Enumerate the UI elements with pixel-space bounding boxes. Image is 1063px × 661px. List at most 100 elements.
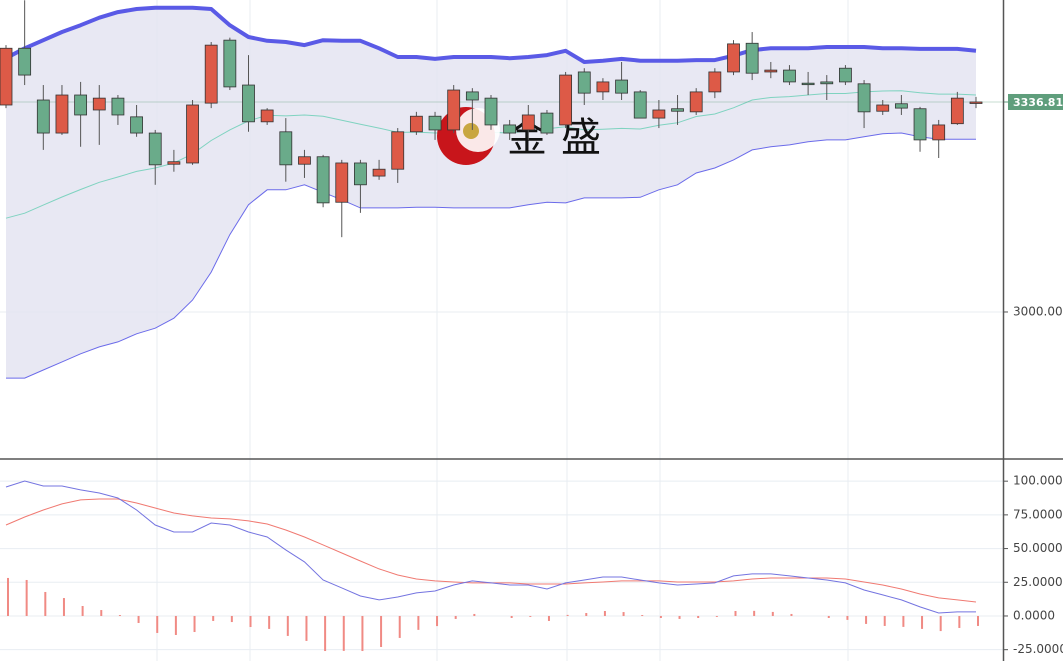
histogram-bar — [641, 615, 644, 616]
candle-body — [764, 69, 778, 73]
macd-line — [5, 480, 976, 614]
candle-body — [447, 89, 461, 131]
histogram-bar — [939, 615, 942, 632]
histogram-bar — [342, 615, 345, 651]
histogram-bar — [44, 591, 47, 616]
histogram-bar — [81, 605, 84, 616]
candle-body — [820, 81, 834, 85]
histogram-bar — [268, 615, 271, 629]
candle-body — [260, 109, 274, 123]
candle-body — [316, 156, 330, 204]
candle-body — [242, 84, 255, 123]
histogram-bar — [977, 615, 979, 626]
histogram-bar — [790, 613, 793, 616]
y-tick-label: 50.0000 — [1013, 541, 1063, 555]
candle-body — [615, 79, 628, 94]
histogram-bar — [697, 615, 700, 618]
y-tick-label: 3000.00 — [1013, 304, 1063, 318]
candle-body — [783, 69, 796, 83]
histogram-bar — [771, 611, 774, 616]
histogram-bar — [230, 615, 233, 623]
candle-body — [727, 43, 740, 73]
y-tick-label: 25.0000 — [1013, 575, 1063, 589]
candle-body — [55, 94, 69, 134]
histogram-bar — [547, 615, 550, 621]
candle-body — [839, 67, 852, 83]
histogram-bar — [436, 615, 439, 627]
histogram-bar — [398, 615, 401, 638]
histogram-bar — [174, 615, 177, 635]
y-tick-label: 75.0000 — [1013, 507, 1063, 521]
candle-body — [36, 99, 50, 134]
histogram-bar — [118, 615, 121, 616]
candle-body — [465, 91, 479, 101]
candle-body — [167, 161, 181, 165]
candle-body — [913, 108, 927, 141]
candle-body — [484, 97, 498, 126]
candle-body — [596, 81, 610, 93]
candle-body — [298, 156, 311, 165]
candle-body — [111, 97, 125, 116]
candle-body — [969, 101, 983, 104]
histogram-bar — [510, 615, 513, 618]
candle-body — [745, 42, 759, 74]
candle-body — [559, 74, 573, 126]
candle-body — [540, 112, 554, 134]
histogram-bar — [865, 615, 868, 624]
histogram-bar — [454, 615, 457, 619]
candle-body — [503, 124, 517, 134]
histogram-bar — [715, 615, 718, 617]
histogram-bar — [529, 615, 532, 617]
histogram-bar — [603, 610, 606, 616]
candle-body — [204, 44, 218, 104]
last-price-tag — [1008, 93, 1063, 110]
candle-body — [708, 71, 722, 93]
band-upper — [5, 5, 977, 64]
candle-body — [74, 94, 88, 116]
y-tick-label: 0.0000 — [1013, 608, 1055, 622]
candle-body — [689, 91, 703, 113]
histogram-bar — [846, 615, 849, 620]
last-price-label: 3336.81 — [1013, 96, 1063, 109]
histogram-bar — [678, 615, 681, 619]
candle-body — [521, 114, 535, 131]
histogram-bar — [921, 615, 924, 629]
candle-body — [279, 131, 293, 166]
candle-body — [186, 104, 199, 164]
candle-body — [950, 97, 964, 125]
histogram-bar — [7, 577, 9, 616]
histogram-bar — [25, 579, 28, 616]
candle-body — [652, 109, 666, 119]
y-tick-label: 100.0000 — [1013, 474, 1063, 488]
candle-body — [18, 47, 32, 76]
candle-body — [372, 168, 386, 177]
histogram-bar — [62, 598, 65, 616]
histogram-bar — [137, 615, 140, 623]
band-fill — [6, 7, 976, 379]
histogram-bar — [380, 615, 383, 647]
histogram-bar — [100, 610, 103, 616]
candle-body — [932, 124, 946, 141]
histogram-bar — [193, 615, 196, 633]
candle-body — [354, 162, 367, 186]
band-lower — [6, 132, 976, 379]
y-tick-label: -25.0000 — [1013, 642, 1063, 656]
histogram-bar — [827, 615, 830, 618]
histogram-bar — [958, 615, 961, 628]
logo-dot — [463, 123, 479, 139]
histogram-bar — [734, 610, 737, 616]
histogram-bar — [417, 615, 420, 630]
histogram-bar — [324, 615, 327, 652]
candle-body — [223, 39, 237, 88]
histogram-bar — [902, 615, 905, 627]
candle-body — [577, 71, 591, 94]
histogram-bar — [883, 615, 886, 626]
histogram-bar — [473, 613, 476, 616]
histogram-bar — [156, 615, 159, 633]
candle-body — [0, 47, 13, 106]
candle-body — [92, 97, 106, 111]
candle-body — [409, 115, 423, 133]
